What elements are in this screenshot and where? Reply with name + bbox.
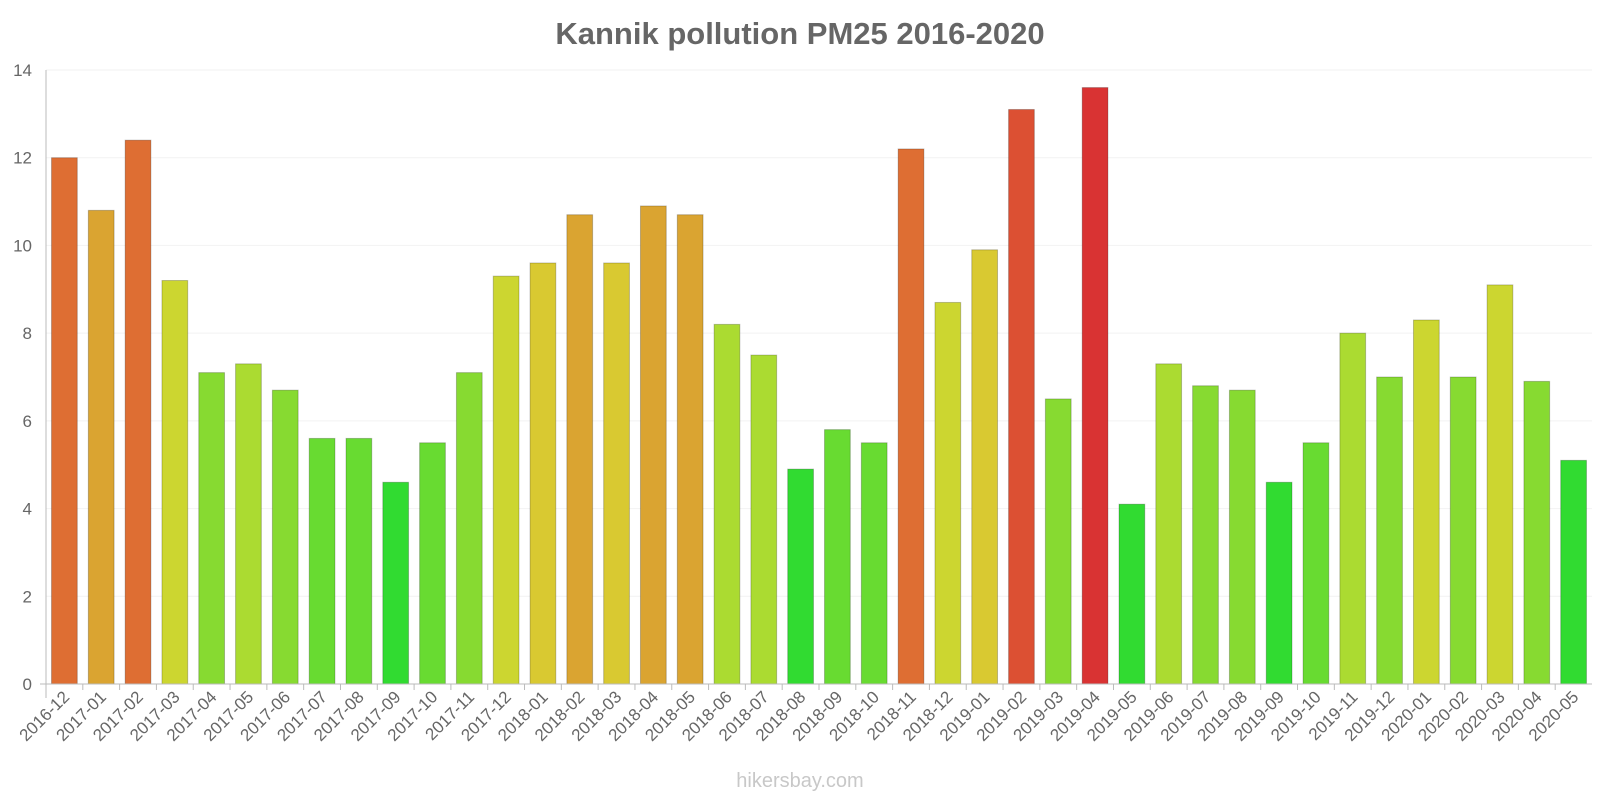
bar-2020-05 <box>1560 459 1587 685</box>
bar-2020-02 <box>1449 376 1477 685</box>
y-tick-label: 4 <box>23 500 32 519</box>
bar-2018-05 <box>676 214 704 685</box>
bar-2019-09 <box>1265 481 1293 685</box>
watermark: hikersbay.com <box>736 770 864 792</box>
bar-2019-02 <box>1008 108 1035 685</box>
bar-2017-09 <box>382 481 410 685</box>
bar-2017-10 <box>419 442 446 685</box>
bar-2018-03 <box>603 262 630 685</box>
bar-2017-11 <box>455 372 483 685</box>
bar-2017-12 <box>492 275 520 685</box>
bar-2018-08 <box>787 468 814 685</box>
bar-2018-11 <box>897 148 925 685</box>
chart-title: Kannik pollution PM25 2016-2020 <box>555 16 1045 51</box>
bar-2020-04 <box>1523 380 1551 685</box>
bar-2020-01 <box>1412 319 1440 685</box>
bar-2019-06 <box>1155 363 1183 685</box>
bar-2018-07 <box>750 354 778 685</box>
grid-layer <box>46 69 1592 597</box>
bar-2019-01 <box>971 249 999 685</box>
bar-2017-03 <box>161 280 189 685</box>
bar-2017-02 <box>124 139 152 685</box>
bar-2019-08 <box>1228 389 1256 685</box>
y-tick-label: 12 <box>13 149 32 168</box>
bar-2017-07 <box>308 437 336 685</box>
bar-2020-03 <box>1486 284 1514 685</box>
bar-2016-12 <box>51 157 78 685</box>
bar-2018-01 <box>529 262 557 685</box>
y-tick-label: 6 <box>23 412 32 431</box>
bar-2019-12 <box>1376 376 1403 685</box>
bar-2018-06 <box>713 323 741 685</box>
bar-2017-04 <box>198 372 226 685</box>
bar-2018-09 <box>824 429 851 685</box>
bar-2019-10 <box>1302 442 1330 685</box>
bar-2017-01 <box>87 209 115 685</box>
y-tick-label: 14 <box>13 61 32 80</box>
bar-2018-02 <box>566 214 594 685</box>
bar-2018-12 <box>934 301 962 685</box>
bar-2019-04 <box>1081 87 1109 685</box>
bar-2018-10 <box>860 442 888 685</box>
bar-2019-07 <box>1192 385 1219 685</box>
y-tick-label: 8 <box>23 324 32 343</box>
y-tick-label: 2 <box>23 587 32 606</box>
bar-2017-06 <box>271 389 299 685</box>
y-tick-label: 0 <box>23 675 32 694</box>
bar-2017-08 <box>345 437 373 685</box>
bar-2019-11 <box>1339 332 1367 685</box>
bar-2019-03 <box>1044 398 1072 685</box>
bar-2018-04 <box>639 205 667 685</box>
bar-layer <box>51 87 1587 685</box>
bar-2017-05 <box>235 363 262 685</box>
bar-2019-05 <box>1118 503 1146 685</box>
y-tick-label: 10 <box>13 236 32 255</box>
